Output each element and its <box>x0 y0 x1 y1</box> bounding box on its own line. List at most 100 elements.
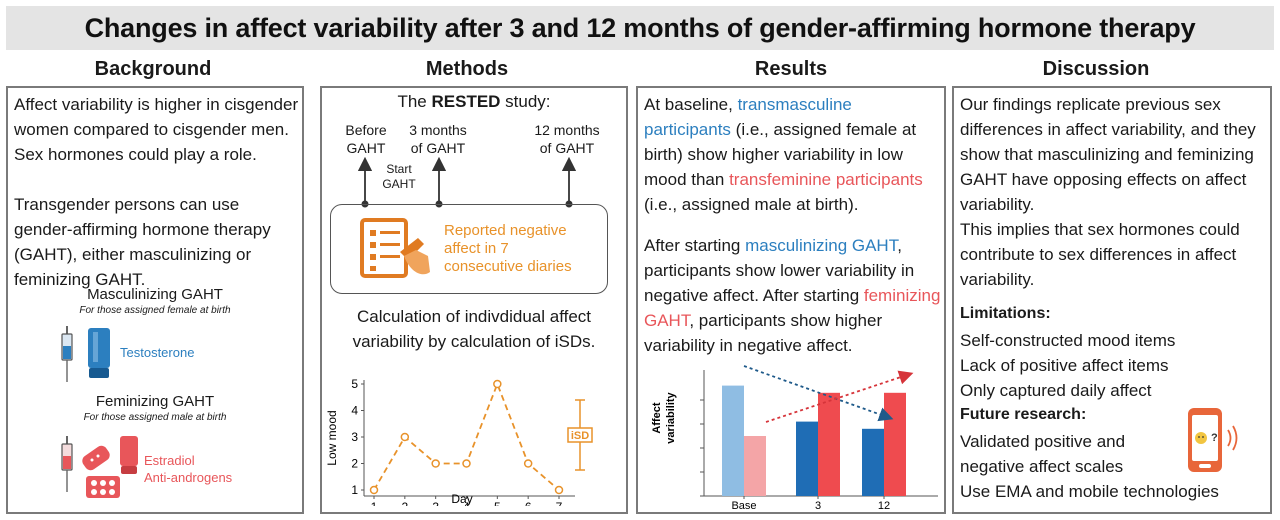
chart-yticks: 1 2 3 4 5 <box>351 377 364 497</box>
discussion-para1: Our findings replicate previous sex diff… <box>960 95 1256 214</box>
y-tick-label: 2 <box>351 457 358 471</box>
background-heading: Background <box>94 58 212 80</box>
isd-label: iSD <box>571 430 589 442</box>
future-item: Validated positive and <box>960 432 1126 451</box>
chart-xticks: 1 2 3 4 5 6 7 <box>371 496 563 506</box>
limitation-item: Lack of positive affect items <box>960 356 1169 375</box>
trend-arrow-feminizing <box>765 370 914 423</box>
timeline-arrows <box>357 156 577 208</box>
y-tick-label: 1 <box>351 483 358 497</box>
fem-subtitle: For those assigned male at birth <box>83 412 227 423</box>
bar-x-tick-label: 3 <box>815 500 821 512</box>
x-tick-label: 5 <box>494 500 501 506</box>
x-tick-label: 6 <box>525 500 532 506</box>
future-item: negative affect scales <box>960 457 1124 476</box>
results-heading: Results <box>754 58 828 80</box>
study-title: The RESTED study: <box>397 92 551 111</box>
bar-mark <box>744 436 766 496</box>
results-panel: At baseline, transmasculine participants… <box>636 86 946 514</box>
title-bar: Changes in affect variability after 3 an… <box>6 6 1274 50</box>
diary-icon <box>360 218 430 278</box>
x-tick-label: 1 <box>371 500 378 506</box>
study-name: RESTED <box>431 92 501 111</box>
discussion-para2: This implies that sex hormones could con… <box>960 220 1240 289</box>
syringe-icon <box>61 436 73 492</box>
future-list: Validated positive and negative affect s… <box>960 429 1260 504</box>
feminizing-text: feminizing GAHT <box>644 286 941 330</box>
diary-box <box>330 204 608 294</box>
bar-x-tick-label: Base <box>731 500 756 512</box>
chart-point <box>554 485 564 495</box>
chart-point <box>431 459 440 468</box>
limitation-item: Only captured daily affect <box>960 381 1152 400</box>
testosterone-label: Testosterone <box>120 345 195 360</box>
results-para1: At baseline, transmasculine participants… <box>644 95 923 214</box>
syringe-icon <box>61 326 73 382</box>
timeline-start: Start GAHT <box>382 162 416 191</box>
limitations-heading: Limitations: <box>960 305 1051 322</box>
bar-mark <box>862 428 884 496</box>
x-tick-label: 4 <box>463 500 470 506</box>
masc-title: Masculinizing GAHT <box>87 286 223 303</box>
bar-marks <box>722 385 906 496</box>
limitations-list: Self-constructed mood items Lack of posi… <box>960 328 1260 403</box>
bar-mark <box>722 385 744 496</box>
svg-text:?: ? <box>1211 432 1218 444</box>
chart-xlabel: Day <box>451 492 472 506</box>
antiandrogens-label: Anti-androgens <box>144 470 233 485</box>
syringe-tube-icon <box>61 326 110 382</box>
background-para1: Affect variability is higher in cisgende… <box>14 95 299 164</box>
trend-arrow-masculinizing <box>743 365 894 422</box>
testosterone-tube-icon <box>88 328 110 378</box>
background-para2: Transgender persons can use gender-affir… <box>14 195 271 289</box>
masculinizing-text: masculinizing GAHT <box>745 236 898 255</box>
patch-icon <box>82 445 110 471</box>
masc-subtitle: For those assigned female at birth <box>79 305 231 316</box>
chart-points <box>369 379 564 495</box>
fem-drugs-label: Estradiol Anti-androgens <box>144 452 232 486</box>
isd-indicator: iSD <box>567 399 593 471</box>
methods-heading: Methods <box>425 58 509 80</box>
y-tick-label: 4 <box>351 404 358 418</box>
discussion-heading: Discussion <box>1042 58 1150 80</box>
bar-ylabel-1: Affect <box>651 402 663 434</box>
chart-axes <box>363 380 575 497</box>
x-tick-label: 2 <box>401 500 408 506</box>
poster-title: Changes in affect variability after 3 an… <box>84 12 1196 43</box>
limitation-item: Self-constructed mood items <box>960 331 1176 350</box>
bar-mark <box>796 421 818 496</box>
feminizing-drugs-icon <box>61 436 138 498</box>
timeline-12m: 12 months of GAHT <box>534 122 600 156</box>
x-tick-label: 3 <box>432 500 439 506</box>
chart-point <box>400 432 410 442</box>
estradiol-tube-icon <box>120 436 138 474</box>
bar-mark <box>884 392 906 496</box>
transfeminine-text: transfeminine participants <box>729 170 923 189</box>
background-panel: Affect variability is higher in cisgende… <box>6 86 304 514</box>
transmasculine-text: transmasculine participants <box>644 95 852 139</box>
y-tick-label: 5 <box>351 377 358 391</box>
chart-point <box>523 459 533 468</box>
pill-pack-icon <box>86 476 120 498</box>
chart-point <box>462 459 471 468</box>
chart-point <box>369 485 379 495</box>
y-tick-label: 3 <box>351 430 358 444</box>
methods-panel: The RESTED study: Before GAHT 3 months of … <box>320 86 628 514</box>
timeline-before: Before GAHT <box>345 122 387 156</box>
calc-text: Calculation of indivdidual affect variab… <box>352 307 596 351</box>
x-tick-label: 7 <box>556 500 563 506</box>
results-para2: After starting masculinizing GAHT, parti… <box>644 236 941 355</box>
diary-text: Reported negative affect in 7 consecutiv… <box>444 222 572 275</box>
estradiol-label: Estradiol <box>144 453 195 468</box>
variability-bar-chart: Affect variability Base 3 12 <box>651 365 938 512</box>
chart-ylabel: Low mood <box>325 410 339 465</box>
chart-point <box>493 379 502 389</box>
bar-mark <box>818 392 840 496</box>
bar-x-tick-label: 12 <box>878 500 890 512</box>
bar-xticks: Base 3 12 <box>731 496 890 512</box>
future-item: Use EMA and mobile technologies <box>960 482 1219 501</box>
low-mood-chart: Low mood 1 2 3 4 5 1 2 3 4 5 6 7 Day iSD <box>325 377 593 506</box>
bar-ylabel-2: variability <box>665 391 677 443</box>
discussion-panel: Our findings replicate previous sex diff… <box>952 86 1272 514</box>
mobile-phone-icon: ? <box>1188 408 1238 472</box>
